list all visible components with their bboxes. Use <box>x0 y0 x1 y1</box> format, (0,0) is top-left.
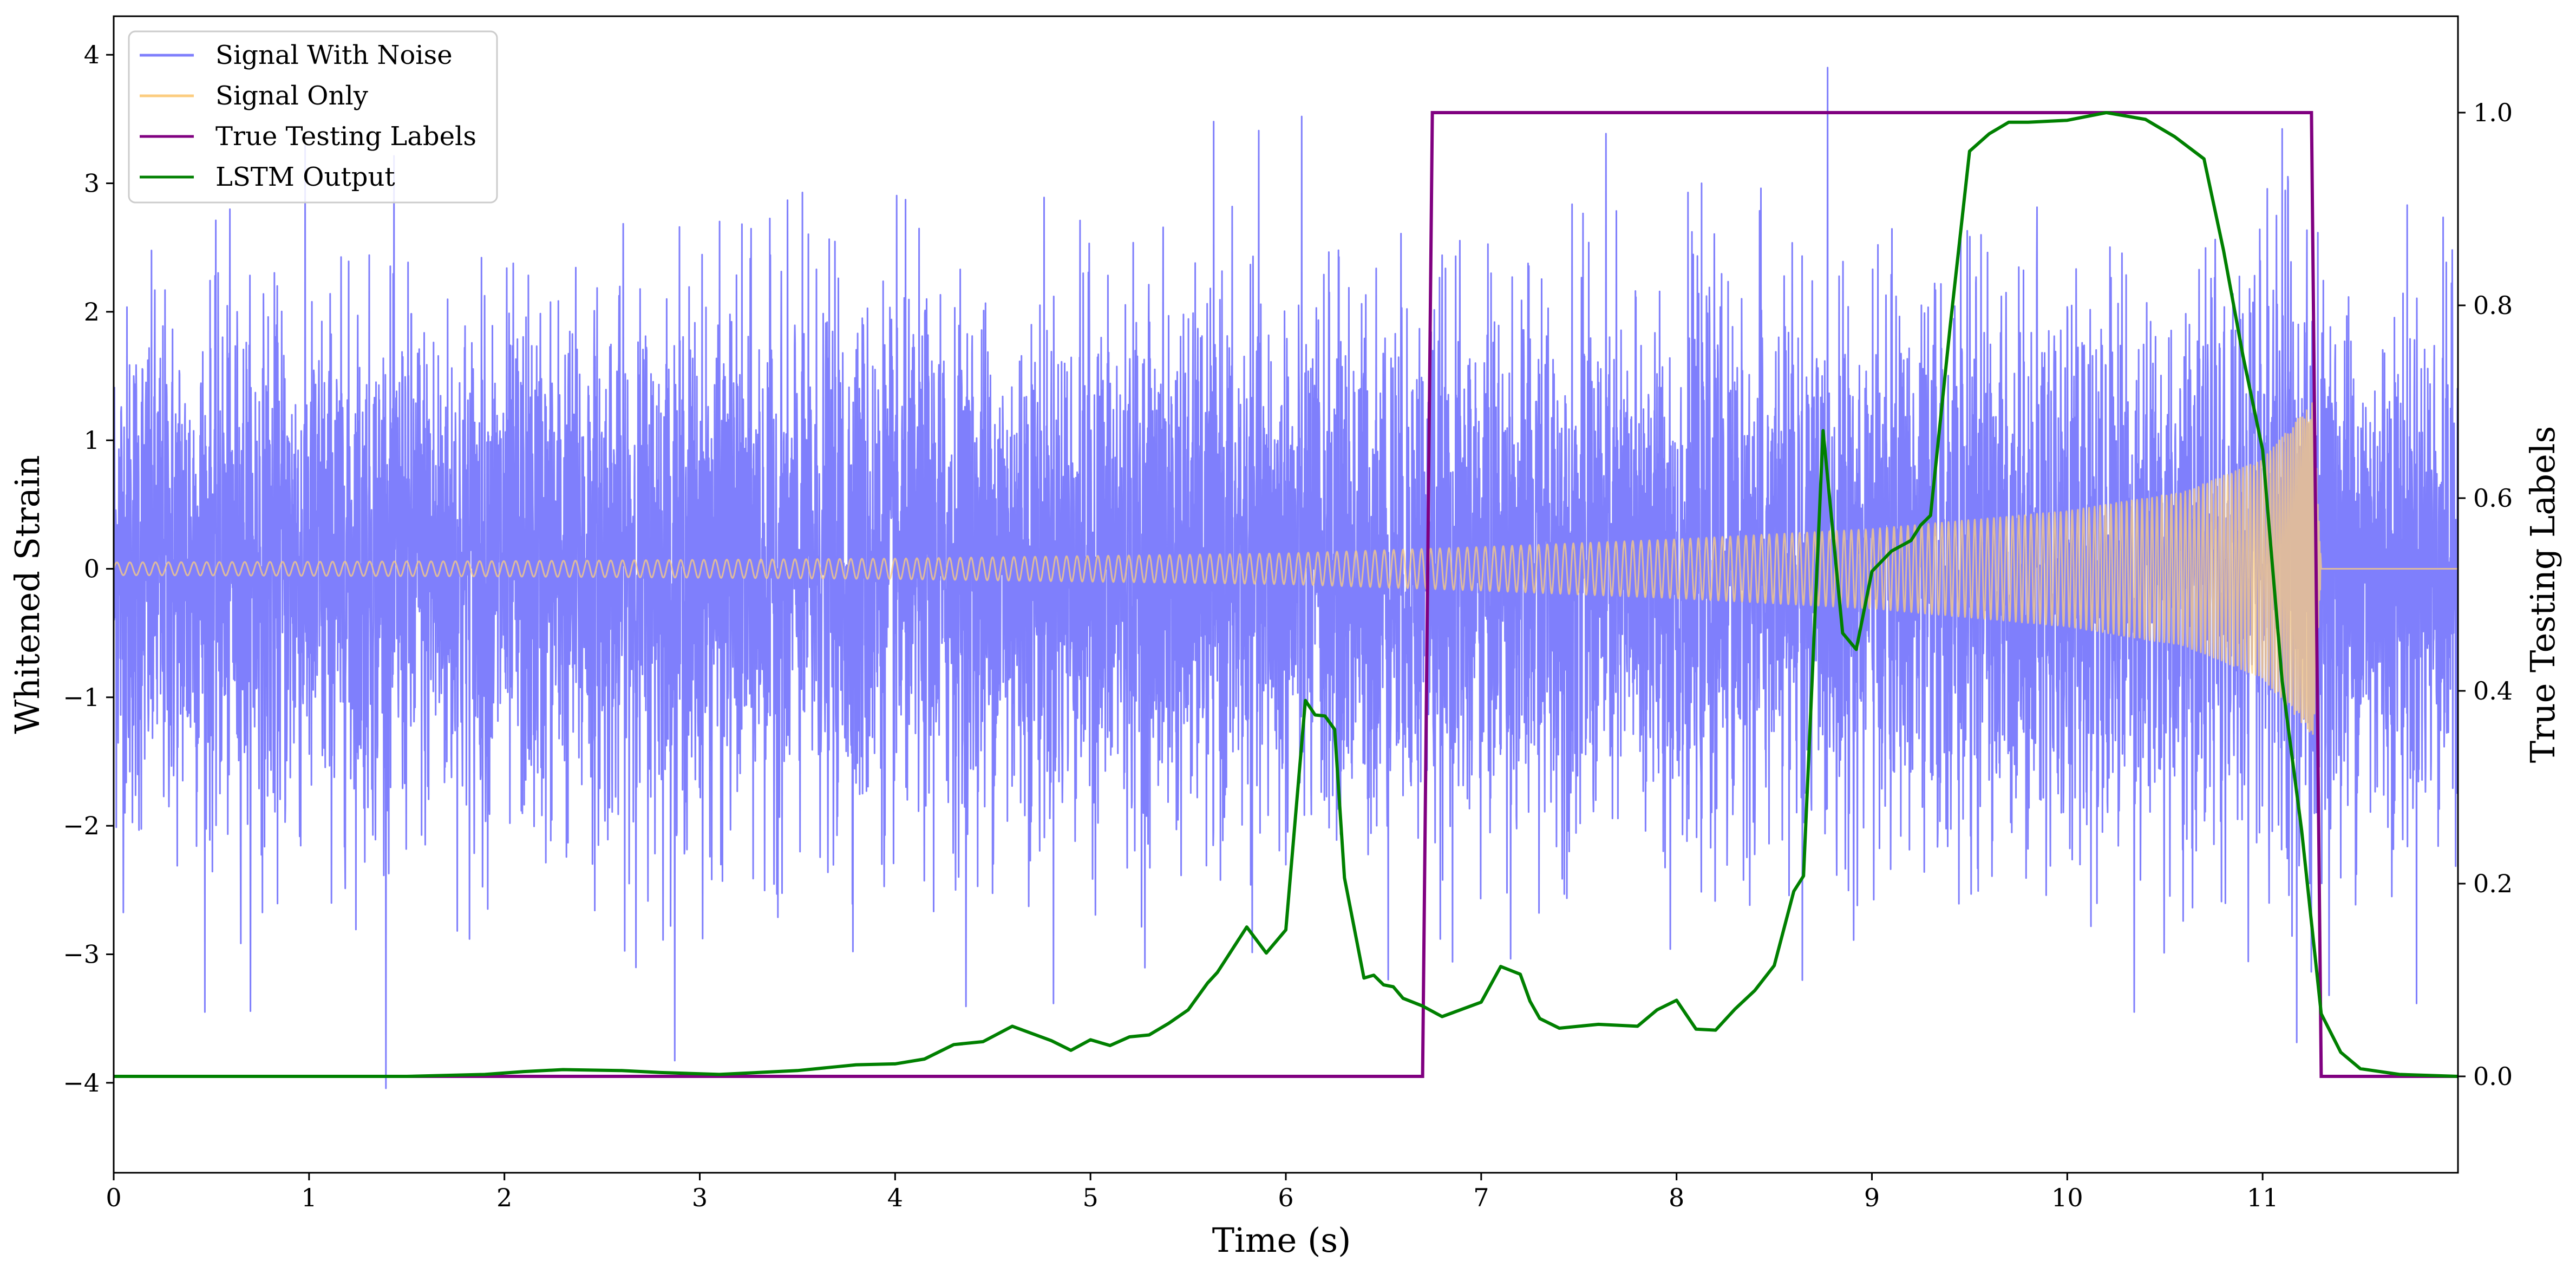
x-tick-label: 3 <box>692 1183 708 1212</box>
y-tick-label: −1 <box>63 683 100 712</box>
x-tick-label: 5 <box>1083 1183 1099 1212</box>
legend-label-true-testing-labels: True Testing Labels <box>215 121 476 152</box>
x-tick-label: 2 <box>496 1183 512 1212</box>
y-right-tick-label: 0.6 <box>2473 484 2513 513</box>
x-tick-label: 11 <box>2247 1183 2279 1212</box>
legend-label-signal-only: Signal Only <box>215 81 368 111</box>
y-tick-label: 4 <box>84 40 100 69</box>
legend: Signal With Noise Signal Only True Testi… <box>128 30 498 204</box>
y-tick-label: 0 <box>84 554 100 584</box>
x-axis-ticks: 0 1 2 3 4 5 6 7 8 9 10 11 <box>106 1173 2278 1212</box>
legend-box <box>128 30 498 204</box>
y-tick-label: −3 <box>63 940 100 969</box>
y-right-tick-label: 1.0 <box>2473 98 2513 127</box>
y-axis-left-label: Whitened Strain <box>8 455 47 734</box>
y-tick-label: 1 <box>84 426 100 455</box>
signal-with-noise-line <box>114 67 2458 1089</box>
x-tick-label: 0 <box>106 1183 121 1212</box>
legend-label-lstm-output: LSTM Output <box>215 162 395 192</box>
y-right-tick-label: 0.0 <box>2473 1062 2513 1091</box>
x-tick-label: 6 <box>1278 1183 1293 1212</box>
plot-data-layer <box>114 67 2458 1089</box>
x-tick-label: 7 <box>1473 1183 1489 1212</box>
y-right-tick-label: 0.2 <box>2473 869 2513 898</box>
y-tick-label: −4 <box>63 1068 100 1097</box>
x-axis-label: Time (s) <box>1212 1220 1351 1260</box>
y-axis-right-ticks: 0.0 0.2 0.4 0.6 0.8 1.0 <box>2458 98 2513 1091</box>
legend-label-signal-with-noise: Signal With Noise <box>215 40 453 70</box>
y-axis-left-ticks: −4 −3 −2 −1 0 1 2 3 4 <box>63 40 114 1097</box>
y-right-tick-label: 0.8 <box>2473 291 2513 320</box>
y-right-tick-label: 0.4 <box>2473 676 2513 705</box>
signal-only-line <box>114 402 2458 735</box>
x-tick-label: 9 <box>1864 1183 1880 1212</box>
lstm-output-line <box>114 111 2458 1078</box>
y-tick-label: 3 <box>84 169 100 198</box>
y-tick-label: 2 <box>84 297 100 326</box>
y-axis-right-label: True Testing Labels <box>2523 426 2562 763</box>
x-tick-label: 4 <box>887 1183 903 1212</box>
true-testing-labels-line <box>114 111 2458 1078</box>
y-tick-label: −2 <box>63 811 100 840</box>
x-tick-label: 1 <box>301 1183 317 1212</box>
x-tick-label: 8 <box>1669 1183 1684 1212</box>
x-tick-label: 10 <box>2051 1183 2083 1212</box>
